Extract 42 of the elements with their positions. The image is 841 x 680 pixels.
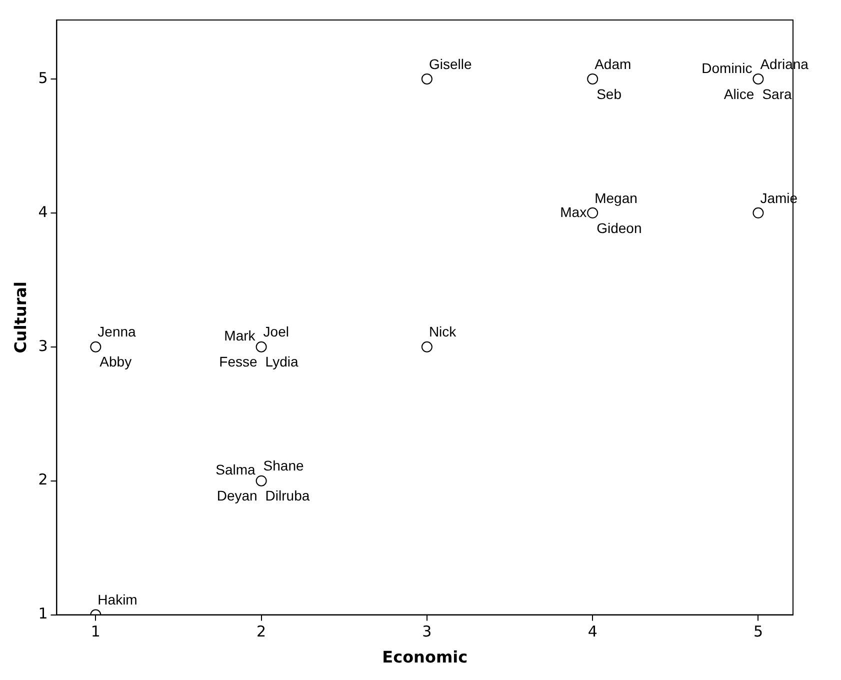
annotation: Alice	[724, 86, 754, 102]
annotation: Dominic	[702, 60, 752, 76]
annotation: Fesse	[219, 354, 258, 370]
annotation: Jenna	[98, 324, 136, 340]
point	[587, 207, 598, 218]
annotation: Lydia	[265, 354, 298, 370]
x-tick-label: 3	[422, 622, 432, 641]
x-tick-label: 4	[588, 622, 598, 641]
x-tick-label: 1	[90, 622, 100, 641]
annotation: Deyan	[216, 488, 258, 504]
x-axis-title: Economic	[382, 648, 468, 667]
x-tick-label: 5	[753, 622, 763, 641]
point	[256, 341, 267, 352]
annotation: Dilruba	[265, 488, 310, 504]
annotation: Mark	[224, 328, 256, 344]
annotation: Max	[560, 204, 587, 220]
annotation: Giselle	[428, 56, 472, 72]
annotation: Nick	[428, 324, 458, 340]
y-tick-label: 1	[38, 604, 48, 623]
point	[256, 475, 267, 486]
annotation: Abby	[100, 354, 132, 370]
y-tick-label: 5	[38, 68, 48, 87]
annotation: Adam	[594, 56, 632, 72]
y-axis-title: Cultural	[10, 281, 30, 354]
y-tick-label: 3	[38, 336, 48, 355]
annotation: Joel	[263, 324, 289, 340]
x-tick-label: 2	[256, 622, 266, 641]
point	[421, 341, 432, 352]
annotation: Megan	[594, 190, 638, 206]
annotation: Hakim	[98, 592, 138, 608]
annotation: Sara	[762, 86, 792, 102]
annotation: Shane	[263, 458, 304, 474]
y-tick-label: 2	[38, 470, 48, 489]
annotation: Salma	[216, 462, 256, 478]
point	[752, 73, 764, 84]
y-tick-label: 4	[38, 202, 48, 221]
point	[752, 207, 764, 218]
point	[587, 73, 598, 84]
point	[421, 73, 432, 84]
annotation: Gideon	[596, 220, 642, 236]
annotation: Seb	[596, 86, 622, 102]
point	[90, 341, 102, 352]
